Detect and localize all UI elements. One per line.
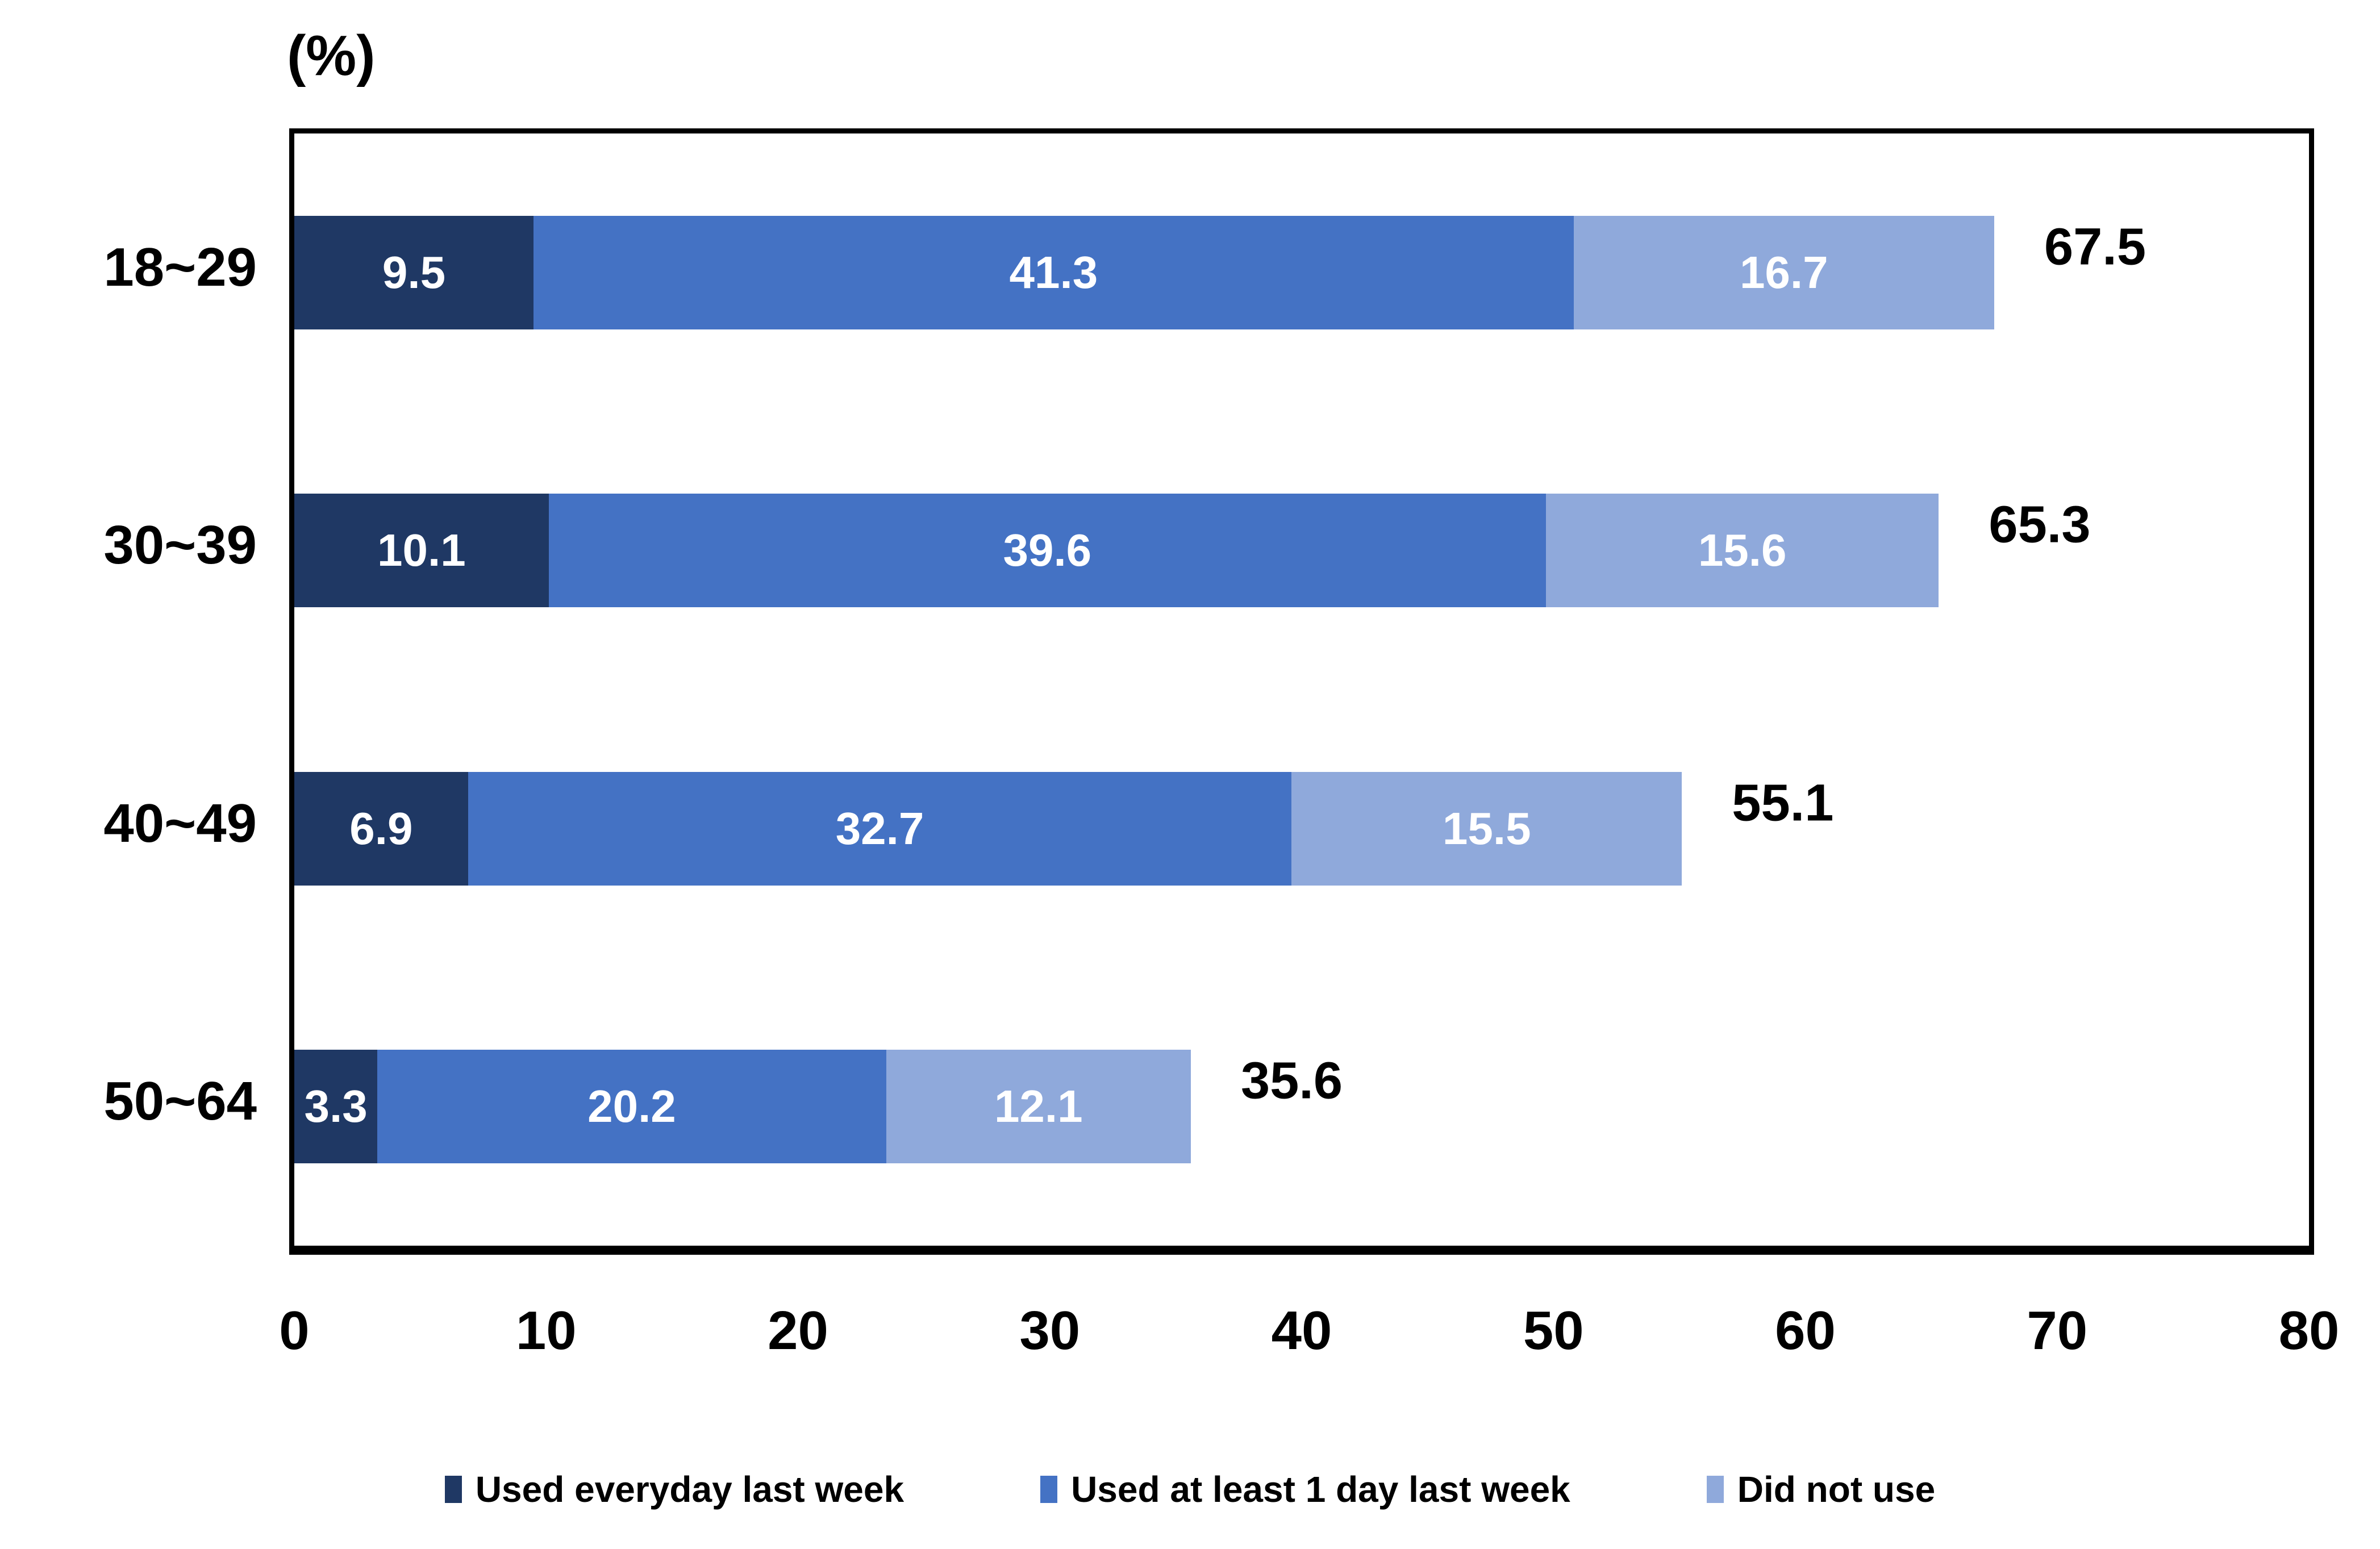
bar-value-label: 41.3 — [1009, 247, 1098, 298]
legend-item: Did not use — [1706, 1468, 1936, 1510]
category-label: 50~64 — [103, 1071, 257, 1132]
bar-value-label: 16.7 — [1739, 247, 1828, 298]
bar-segment: 9.5 — [294, 215, 534, 329]
bar-value-label: 15.6 — [1698, 525, 1787, 576]
x-tick-label: 20 — [768, 1300, 828, 1361]
bar-value-label: 12.1 — [994, 1081, 1083, 1132]
legend: Used everyday last week Used at least 1 d… — [0, 1468, 2380, 1510]
bar-value-label: 15.5 — [1442, 803, 1531, 854]
bar-segment: 3.3 — [294, 1050, 378, 1164]
legend-swatch — [1040, 1476, 1058, 1503]
x-tick-label: 10 — [515, 1300, 577, 1361]
category-label: 30~39 — [103, 515, 257, 576]
bar-segment: 12.1 — [886, 1050, 1191, 1164]
legend-swatch — [444, 1476, 462, 1503]
bar-total-label: 67.5 — [2044, 218, 2146, 276]
x-tick-label: 50 — [1523, 1300, 1584, 1361]
bar-segment: 15.6 — [1545, 494, 1939, 608]
category-label: 40~49 — [103, 792, 257, 854]
legend-swatch — [1706, 1476, 1724, 1503]
legend-label: Used at least 1 day last week — [1071, 1469, 1570, 1510]
category-label: 18~29 — [103, 236, 257, 298]
x-tick-label: 0 — [279, 1300, 310, 1361]
bar-row: 3.3 20.2 12.1 — [294, 1050, 2309, 1164]
legend-label: Used everyday last week — [475, 1469, 905, 1510]
bar-value-label: 39.6 — [1003, 525, 1092, 576]
bar-value-label: 6.9 — [349, 803, 413, 854]
bar-value-label: 9.5 — [382, 247, 446, 298]
bar-segment: 39.6 — [548, 494, 1546, 608]
bar-segment: 16.7 — [1573, 215, 1994, 329]
bar-segment: 20.2 — [377, 1050, 886, 1164]
bar-segment: 15.5 — [1291, 771, 1682, 886]
x-tick-label: 70 — [2027, 1300, 2088, 1361]
bar-segment: 32.7 — [468, 771, 1292, 886]
x-tick-label: 30 — [1019, 1300, 1081, 1361]
bar-value-label: 32.7 — [835, 803, 924, 854]
x-tick-label: 60 — [1775, 1300, 1836, 1361]
bar-segment: 41.3 — [533, 215, 1574, 329]
legend-item: Used at least 1 day last week — [1040, 1468, 1570, 1510]
legend-label: Did not use — [1737, 1469, 1936, 1510]
bar-value-label: 3.3 — [304, 1081, 368, 1132]
legend-item: Used everyday last week — [444, 1468, 905, 1510]
bar-segment: 6.9 — [294, 771, 468, 886]
x-tick-label: 40 — [1271, 1300, 1332, 1361]
bar-total-label: 55.1 — [1732, 774, 1834, 832]
bar-row: 9.5 41.3 16.7 — [294, 215, 2309, 329]
x-tick-label: 80 — [2278, 1300, 2340, 1361]
bar-total-label: 65.3 — [1989, 495, 2091, 554]
x-axis: 0 10 20 30 40 50 60 70 80 — [279, 1300, 2339, 1368]
bar-value-label: 10.1 — [377, 525, 466, 576]
bar-row: 10.1 39.6 15.6 — [294, 494, 2309, 608]
bar-segment: 10.1 — [294, 494, 549, 608]
bar-total-label: 35.6 — [1240, 1051, 1343, 1110]
plot-area: 9.5 41.3 16.7 67.5 10.1 39.6 15.6 65.3 6.9 32.7 15… — [289, 128, 2314, 1255]
bar-row: 6.9 32.7 15.5 — [294, 771, 2309, 886]
axis-unit-label: (%) — [287, 24, 376, 87]
bar-value-label: 20.2 — [587, 1081, 676, 1132]
